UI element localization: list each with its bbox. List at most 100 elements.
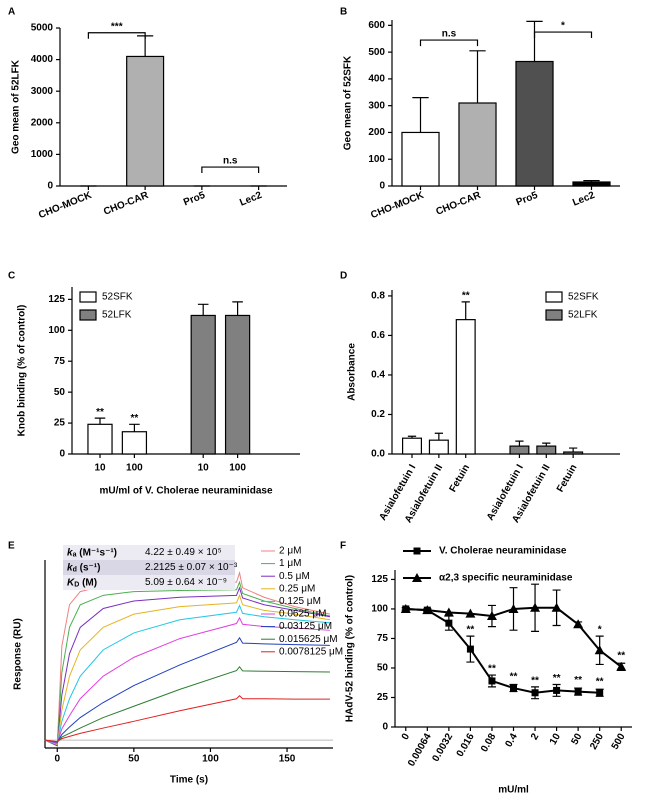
x-tick-label: 100 — [229, 463, 246, 474]
y-tick-label: 0 — [47, 181, 53, 192]
x-tick-label: 10 — [198, 463, 210, 474]
error-bar — [434, 432, 443, 441]
x-tick-label: Fetuin — [555, 463, 580, 494]
x-tick-label: Lec2 — [238, 190, 264, 209]
table-row — [63, 575, 235, 590]
table-value: 4.22 ± 0.49 × 10⁵ — [145, 547, 222, 558]
x-tick-label: Pro5 — [182, 190, 207, 209]
y-tick-label: 100 — [371, 604, 388, 615]
table-value: 5.09 ± 0.64 × 10⁻⁹ — [145, 577, 227, 588]
legend-marker — [413, 547, 421, 555]
y-tick-label: 0 — [382, 722, 388, 733]
legend-label: 0.5 μM — [279, 571, 310, 582]
y-tick-label: 50 — [54, 387, 66, 398]
y-tick-label: 3000 — [31, 86, 54, 97]
data-point — [466, 645, 474, 653]
legend-label: 1 μM — [279, 558, 301, 569]
significance-label: ** — [462, 290, 470, 301]
table-parameter: KD (M) — [67, 577, 97, 588]
significance-label: ** — [96, 407, 104, 418]
y-tick-label: 400 — [368, 74, 385, 85]
panel-letter: E — [8, 541, 15, 552]
error-bar — [412, 97, 429, 133]
legend-label: 0.0078125 μM — [279, 646, 343, 657]
legend-label: 52SFK — [568, 292, 599, 303]
data-point — [488, 677, 496, 685]
error-bar — [469, 50, 486, 103]
y-tick-label: 50 — [377, 663, 389, 674]
y-tick-label: 100 — [368, 154, 385, 165]
bar — [87, 423, 113, 455]
legend-label: 0.03125 μM — [279, 621, 332, 632]
significance-label: *** — [111, 21, 123, 32]
data-point — [551, 602, 562, 612]
sensorgram-line — [44, 604, 330, 745]
significance-label: ** — [553, 673, 561, 684]
significance-label: n.s — [223, 156, 238, 167]
y-tick-label: 1000 — [31, 149, 54, 160]
legend-label: 52LFK — [568, 310, 598, 321]
data-point — [445, 619, 453, 627]
error-bar — [461, 301, 470, 320]
parameter-subscript: d — [73, 566, 77, 573]
data-point — [573, 619, 584, 629]
legend-label: 0.015625 μM — [279, 634, 338, 645]
significance-label: ** — [574, 675, 582, 686]
significance-label: * — [561, 21, 565, 32]
y-tick-label: 25 — [377, 692, 389, 703]
panel-letter: F — [340, 541, 346, 552]
significance-label: ** — [131, 413, 139, 424]
legend-label: V. Cholerae neuraminidase — [439, 546, 567, 557]
bar — [224, 314, 251, 455]
x-tick-label: 0.016 — [455, 731, 477, 759]
data-point — [594, 645, 605, 655]
bar — [458, 102, 497, 187]
series-line — [405, 607, 600, 694]
panel-letter: A — [8, 7, 15, 18]
y-tick-label: 75 — [377, 633, 389, 644]
bar — [515, 60, 554, 187]
y-tick-label: 300 — [368, 100, 385, 111]
x-axis-label: mU/ml — [498, 785, 529, 796]
sensorgram-line — [44, 580, 331, 747]
y-tick-label: 500 — [368, 47, 385, 58]
data-point — [616, 661, 627, 671]
significance-label: n.s — [442, 29, 457, 40]
y-tick-label: 0 — [379, 181, 385, 192]
error-bar — [407, 435, 417, 439]
significance-label: * — [598, 625, 602, 636]
data-point — [465, 608, 476, 618]
legend-swatch — [79, 291, 97, 303]
y-tick-label: 0.8 — [371, 291, 385, 302]
x-tick-label: 50 — [128, 754, 140, 765]
x-tick-label: 0 — [400, 731, 413, 742]
bar — [401, 131, 440, 187]
error-bar — [526, 20, 543, 62]
parameter-symbol: K — [67, 577, 75, 588]
x-tick-label: 150 — [279, 754, 296, 765]
y-tick-label: 0.0 — [371, 449, 385, 460]
bar — [190, 314, 216, 455]
significance-bracket — [87, 32, 146, 39]
table-row — [63, 560, 235, 575]
legend-label: 0.125 μM — [279, 596, 321, 607]
legend-label: 0.25 μM — [279, 583, 315, 594]
parameter-unit: (M) — [79, 577, 97, 588]
data-point — [553, 686, 561, 694]
y-tick-label: 5000 — [31, 23, 54, 34]
parameter-subscript: a — [73, 551, 77, 558]
x-tick-label: Fetuin — [448, 463, 473, 494]
data-point — [443, 607, 454, 617]
error-bar — [129, 423, 140, 432]
x-tick-label: CHO-MOCK — [369, 190, 426, 222]
error-bar — [542, 442, 551, 447]
y-axis-label: Absorbance — [347, 343, 358, 401]
y-tick-label: 125 — [48, 294, 65, 305]
data-point — [486, 611, 497, 621]
legend-label: 52LFK — [102, 310, 132, 321]
x-tick-label: Pro5 — [515, 190, 540, 209]
y-tick-label: 0.2 — [371, 409, 385, 420]
data-point — [596, 689, 604, 697]
data-point — [510, 684, 517, 692]
bar — [572, 181, 611, 187]
